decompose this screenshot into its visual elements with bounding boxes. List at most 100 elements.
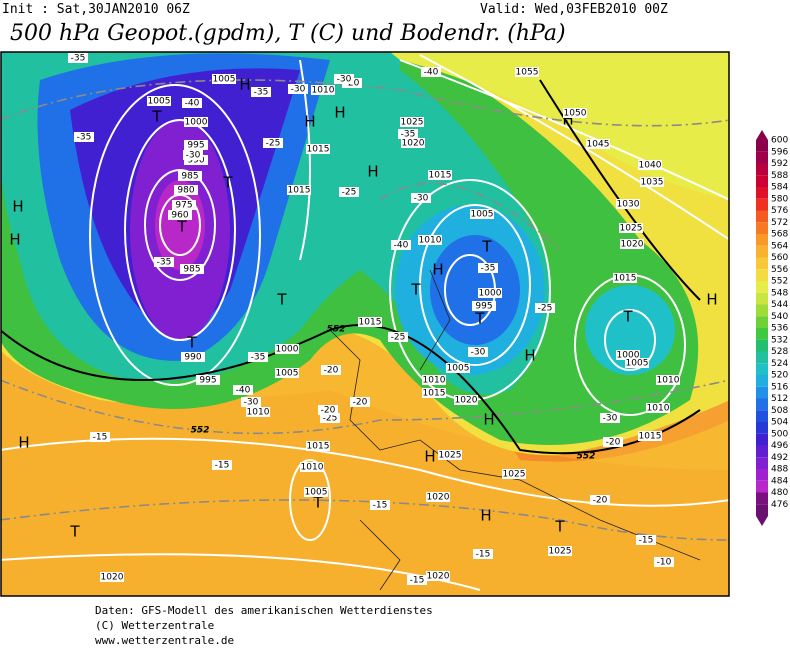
pressure-center: H: [12, 198, 23, 216]
legend-label: 576: [771, 206, 788, 216]
temperature-label-box: [248, 352, 268, 362]
temperature-label: -35: [77, 133, 92, 143]
temperature-label-box: [473, 549, 493, 559]
legend-label: 512: [771, 394, 788, 404]
legend-label: 560: [771, 253, 788, 263]
isobar-label-box: [502, 469, 526, 479]
isobar-label: 1020: [455, 396, 478, 406]
legend-swatch: [756, 422, 768, 434]
legend-swatch: [756, 386, 768, 399]
temperature-label: -40: [236, 386, 251, 396]
pressure-center: T: [176, 218, 187, 236]
pressure-center: T: [312, 494, 323, 512]
isobar-label-box: [563, 108, 587, 118]
temperature-label-box: [321, 365, 341, 375]
temperature-label-box: [350, 397, 370, 407]
legend-swatch: [756, 304, 768, 317]
legend-label: 600: [771, 136, 788, 146]
isobar-label-box: [196, 375, 220, 385]
isobar-label: 1010: [301, 463, 324, 473]
legend-swatch: [756, 433, 768, 446]
temperature-label: -35: [71, 54, 86, 64]
temperature-label-box: [370, 500, 390, 510]
legend-label: 564: [771, 241, 788, 251]
legend-label: 544: [771, 300, 788, 310]
isobar-label-box: [180, 264, 204, 274]
legend-swatch: [756, 480, 768, 493]
temperature-label: -40: [424, 68, 439, 78]
pressure-center: H: [562, 111, 573, 129]
isobar-label-box: [147, 96, 171, 106]
isobar-label-box: [548, 546, 572, 556]
temperature-label: -30: [337, 75, 352, 85]
legend-swatch: [756, 504, 768, 516]
pressure-center: T: [481, 238, 492, 256]
legend-label: 520: [771, 371, 788, 381]
legend-label: 580: [771, 194, 788, 204]
temperature-label-box: [318, 405, 338, 415]
temperature-label: -20: [593, 496, 608, 506]
temperature-label-box: [334, 74, 354, 84]
isobar-label: 1000: [617, 351, 640, 361]
legend-swatch: [756, 281, 768, 293]
legend-swatch: [756, 187, 768, 199]
legend-swatch: [756, 257, 768, 270]
temperature-label-box: [636, 535, 656, 545]
temperature-label: -25: [323, 414, 338, 424]
height-contour-label: 552: [327, 325, 346, 335]
temperature-label: -35: [251, 353, 266, 363]
isobar-label: 1010: [419, 236, 442, 246]
pressure-center: H: [424, 448, 435, 466]
isobar-label-box: [422, 388, 446, 398]
temperature-label: -10: [657, 558, 672, 568]
temperature-label: -30: [471, 348, 486, 358]
pressure-center: T: [622, 308, 633, 326]
legend-swatch: [756, 339, 768, 352]
temperature-label: -35: [481, 264, 496, 274]
pressure-center: T: [410, 281, 421, 299]
temperature-label-box: [603, 437, 623, 447]
isobar-label-box: [422, 375, 446, 385]
isobar-label-box: [184, 117, 208, 127]
isobar-label-box: [184, 140, 208, 150]
legend-swatch: [756, 316, 768, 328]
temperature-label-box: [478, 263, 498, 273]
isobar-label-box: [304, 487, 328, 497]
legend-swatch: [756, 175, 768, 187]
isobar-label: 1015: [614, 274, 637, 284]
isobar-label-box: [640, 177, 664, 187]
isobar-label: 995: [199, 376, 216, 386]
temperature-label-box: [398, 129, 418, 139]
isobar-label: 1020: [621, 240, 644, 250]
temperature-label: -15: [215, 461, 230, 471]
legend-swatch: [756, 222, 768, 234]
legend-label: 480: [771, 488, 788, 498]
isobar-label: 975: [175, 201, 192, 211]
temperature-label: -25: [391, 333, 406, 343]
legend-swatch: [756, 151, 768, 164]
temperature-label: -30: [414, 194, 429, 204]
temperature-label-box: [288, 84, 308, 94]
pressure-center: T: [151, 108, 162, 126]
legend-label: 492: [771, 453, 788, 463]
isobar-label: 995: [475, 302, 492, 312]
isobar-label: 1015: [429, 171, 452, 181]
pressure-center: H: [239, 76, 250, 94]
isobar-label: 1015: [423, 389, 446, 399]
isobar-label-box: [246, 407, 270, 417]
legend-swatch: [756, 234, 768, 246]
temperature-label-box: [263, 138, 283, 148]
isobar-label-box: [620, 239, 644, 249]
temperature-label: -25: [342, 188, 357, 198]
legend-label: 552: [771, 277, 788, 287]
isobar-label-box: [100, 572, 124, 582]
isobar-label: 1000: [276, 345, 299, 355]
isobar-label: 1005: [626, 359, 649, 369]
legend-label: 500: [771, 429, 788, 439]
legend-swatch: [756, 163, 768, 176]
isobar-label: 1020: [402, 139, 425, 149]
isobar-label: 990: [184, 353, 201, 363]
isobar-label-box: [181, 352, 205, 362]
legend-label: 572: [771, 218, 788, 228]
